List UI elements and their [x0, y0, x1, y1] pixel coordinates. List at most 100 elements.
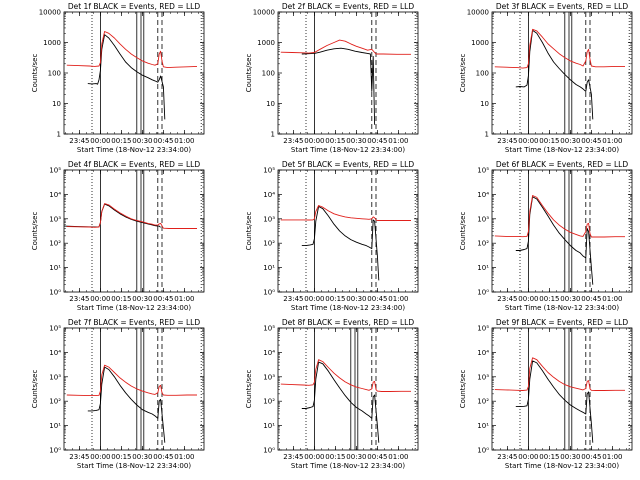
x-tick-label: 00:45 — [581, 453, 601, 461]
y-axis-title: Counts/sec — [245, 370, 253, 409]
x-tick-label: 00:15 — [325, 137, 345, 145]
y-tick-label: 10⁵ — [49, 167, 61, 175]
y-tick-label: 10⁴ — [49, 191, 61, 199]
series-lld-line — [494, 195, 625, 238]
series-lld-line — [66, 364, 197, 397]
y-tick-label: 10³ — [49, 373, 61, 381]
y-axis-title: Counts/sec — [459, 54, 467, 93]
x-tick-label: 00:15 — [539, 453, 559, 461]
x-tick-label: 23:45 — [283, 137, 303, 145]
x-tick-label: 01:00 — [174, 295, 194, 303]
y-tick-label: 10¹ — [263, 422, 275, 430]
x-tick-label: 23:45 — [497, 453, 517, 461]
y-tick-label: 10⁴ — [477, 191, 489, 199]
plot-frame — [491, 327, 633, 451]
series-lld-line — [280, 39, 411, 55]
x-tick-label: 00:30 — [560, 137, 580, 145]
x-axis-title: Start Time (18-Nov-12 23:34:00) — [77, 146, 191, 154]
y-axis-title: Counts/sec — [31, 370, 39, 409]
y-tick-label: 10⁵ — [49, 325, 61, 333]
y-tick-label: 10⁰ — [477, 447, 489, 455]
x-tick-label: 00:30 — [560, 295, 580, 303]
x-axis-title: Start Time (18-Nov-12 23:34:00) — [77, 462, 191, 470]
x-tick-label: 00:00 — [518, 295, 538, 303]
y-axis-title: Counts/sec — [245, 212, 253, 251]
x-tick-label: 00:45 — [581, 295, 601, 303]
x-tick-label: 00:30 — [346, 295, 366, 303]
x-tick-label: 00:30 — [346, 453, 366, 461]
x-axis-title: Start Time (18-Nov-12 23:34:00) — [291, 304, 405, 312]
plot-frame — [491, 169, 633, 293]
x-tick-label: 00:45 — [367, 295, 387, 303]
detector-panel-9: Det 9f BLACK = Events, RED = LLD Counts/s… — [459, 318, 633, 470]
y-tick-label: 1 — [271, 131, 275, 139]
y-tick-label: 100 — [48, 70, 61, 78]
detector-panel-4: Det 4f BLACK = Events, RED = LLD Counts/s… — [31, 160, 205, 312]
plot-frame — [277, 327, 419, 451]
panel-title: Det 2f BLACK = Events, RED = LLD — [282, 2, 415, 11]
panel-title: Det 6f BLACK = Events, RED = LLD — [496, 160, 629, 169]
y-tick-label: 10² — [49, 240, 61, 248]
x-tick-label: 00:45 — [153, 137, 173, 145]
x-tick-label: 23:45 — [497, 295, 517, 303]
panel-title: Det 1f BLACK = Events, RED = LLD — [68, 2, 201, 11]
series-lld-line — [280, 359, 411, 392]
series-events-line — [515, 29, 594, 120]
detector-panel-5: Det 5f BLACK = Events, RED = LLD Counts/s… — [245, 160, 419, 312]
x-tick-label: 01:00 — [388, 137, 408, 145]
plot-frame — [491, 11, 633, 135]
x-tick-label: 00:45 — [581, 137, 601, 145]
series-events-line — [301, 47, 376, 125]
x-tick-label: 23:45 — [69, 453, 89, 461]
x-tick-label: 00:15 — [111, 295, 131, 303]
panel-title: Det 9f BLACK = Events, RED = LLD — [496, 318, 629, 327]
x-tick-label: 01:00 — [602, 453, 622, 461]
y-tick-label: 100 — [476, 70, 489, 78]
x-axis-title: Start Time (18-Nov-12 23:34:00) — [505, 146, 619, 154]
detector-panel-3: Det 3f BLACK = Events, RED = LLD Counts/s… — [459, 2, 633, 154]
x-tick-label: 23:45 — [69, 137, 89, 145]
x-tick-label: 00:00 — [518, 453, 538, 461]
x-tick-label: 01:00 — [388, 295, 408, 303]
y-tick-label: 1000 — [43, 39, 61, 47]
y-tick-label: 10³ — [263, 215, 275, 223]
x-tick-label: 01:00 — [602, 295, 622, 303]
x-tick-label: 23:45 — [69, 295, 89, 303]
y-axis-title: Counts/sec — [459, 370, 467, 409]
x-tick-label: 00:00 — [304, 295, 324, 303]
y-tick-label: 10² — [477, 398, 489, 406]
panel-title: Det 8f BLACK = Events, RED = LLD — [282, 318, 415, 327]
y-tick-label: 10⁰ — [49, 447, 61, 455]
detector-panel-8: Det 8f BLACK = Events, RED = LLD Counts/s… — [245, 318, 419, 470]
y-tick-label: 10¹ — [49, 422, 61, 430]
detector-panel-6: Det 6f BLACK = Events, RED = LLD Counts/s… — [459, 160, 633, 312]
y-tick-label: 10² — [477, 240, 489, 248]
y-tick-label: 10⁰ — [477, 289, 489, 297]
detector-panel-2: Det 2f BLACK = Events, RED = LLD Counts/s… — [245, 2, 419, 154]
x-tick-label: 00:00 — [304, 453, 324, 461]
y-tick-label: 10¹ — [263, 264, 275, 272]
x-tick-label: 00:15 — [111, 453, 131, 461]
x-tick-label: 00:45 — [153, 295, 173, 303]
series-events-line — [87, 34, 166, 120]
plot-frame — [63, 327, 205, 451]
y-tick-label: 1000 — [257, 39, 275, 47]
x-tick-label: 00:45 — [153, 453, 173, 461]
series-events-line — [87, 366, 166, 443]
plot-frame — [277, 11, 419, 135]
x-tick-label: 01:00 — [174, 137, 194, 145]
y-tick-label: 10⁵ — [477, 167, 489, 175]
y-tick-label: 10⁵ — [477, 325, 489, 333]
x-tick-label: 00:15 — [111, 137, 131, 145]
x-tick-label: 00:00 — [90, 453, 110, 461]
y-tick-label: 10 — [480, 100, 489, 108]
x-tick-label: 00:15 — [539, 295, 559, 303]
x-tick-label: 23:45 — [283, 295, 303, 303]
x-tick-label: 00:30 — [346, 137, 366, 145]
series-lld-line — [66, 203, 197, 229]
y-tick-label: 10⁰ — [49, 289, 61, 297]
series-lld-line — [280, 205, 411, 221]
x-tick-label: 00:45 — [367, 137, 387, 145]
x-tick-label: 23:45 — [497, 137, 517, 145]
y-tick-label: 10000 — [467, 9, 489, 17]
